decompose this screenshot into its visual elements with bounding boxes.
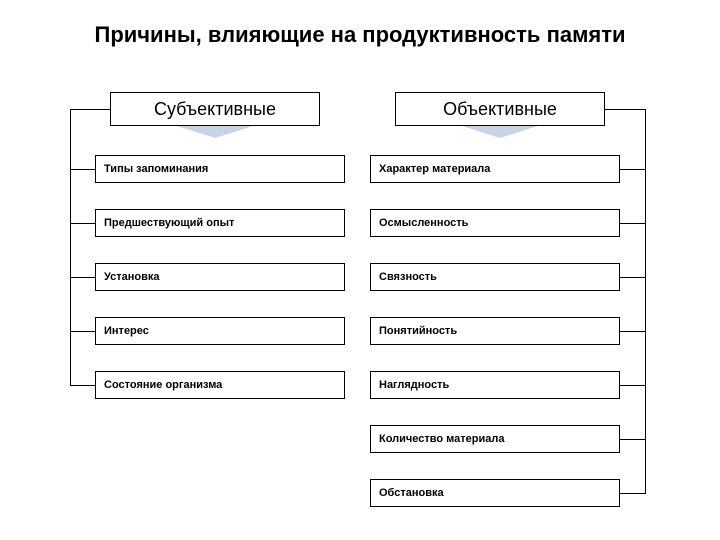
list-item: Осмысленность: [370, 209, 620, 237]
category-subjective: Субъективные: [110, 92, 320, 126]
category-subjective-label: Субъективные: [154, 99, 276, 120]
list-item: Наглядность: [370, 371, 620, 399]
list-item: Интерес: [95, 317, 345, 345]
list-item: Состояние организма: [95, 371, 345, 399]
category-objective: Объективные: [395, 92, 605, 126]
list-item: Типы запоминания: [95, 155, 345, 183]
list-item: Предшествующий опыт: [95, 209, 345, 237]
list-item: Установка: [95, 263, 345, 291]
arrow-down-icon: [177, 126, 253, 138]
arrow-down-icon: [462, 126, 538, 138]
category-objective-label: Объективные: [443, 99, 557, 120]
list-item: Обстановка: [370, 479, 620, 507]
list-item: Понятийность: [370, 317, 620, 345]
page-title: Причины, влияющие на продуктивность памя…: [0, 22, 720, 48]
list-item: Количество материала: [370, 425, 620, 453]
list-item: Характер материала: [370, 155, 620, 183]
list-item: Связность: [370, 263, 620, 291]
